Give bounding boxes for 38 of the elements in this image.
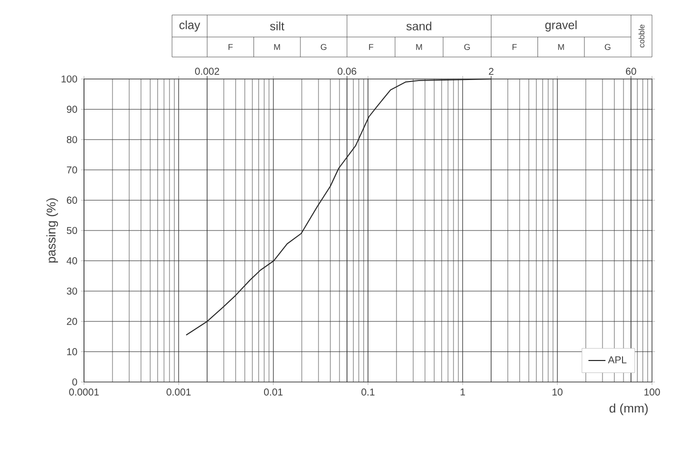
x-tick-label: 0.001 — [166, 388, 191, 396]
ref-line-label: 0.06 — [338, 68, 356, 75]
x-tick-label: 1 — [460, 388, 465, 396]
legend-label: APL — [608, 356, 626, 364]
text: F — [512, 44, 517, 50]
y-tick-label: 50 — [66, 226, 78, 234]
y-tick-label: 40 — [66, 257, 78, 264]
text: gravel — [545, 20, 577, 32]
y-tick-label: 100 — [62, 75, 78, 83]
x-tick-label: 100 — [644, 388, 660, 396]
text: G — [604, 44, 610, 50]
y-tick-label: 10 — [67, 348, 78, 356]
x-tick-label: 0.1 — [361, 388, 374, 396]
y-axis-title: passing (%) — [46, 198, 58, 263]
ref-line-label: 2 — [488, 68, 494, 75]
y-tick-label: 60 — [66, 196, 78, 204]
text: G — [464, 44, 470, 50]
x-tick-label: 0.0001 — [69, 388, 99, 396]
text: F — [369, 44, 374, 50]
text: F — [228, 44, 233, 50]
text: G — [320, 44, 326, 50]
text: clay — [179, 20, 200, 32]
y-tick-label: 70 — [66, 166, 78, 174]
x-tick-label: 10 — [552, 388, 562, 396]
ref-line-label: 60 — [626, 68, 636, 75]
x-axis-title: d (mm) — [610, 404, 648, 416]
text: sand — [406, 22, 432, 30]
x-tick-label: 0.01 — [264, 388, 283, 396]
text: silt — [270, 22, 284, 30]
text: M — [558, 44, 564, 50]
y-tick-label: 90 — [66, 106, 78, 113]
y-tick-label: 30 — [66, 288, 78, 295]
y-tick-label: 20 — [66, 318, 78, 325]
text: M — [274, 44, 280, 50]
y-tick-label: 80 — [66, 136, 78, 144]
ref-line-label: 0.002 — [195, 68, 220, 75]
text: M — [416, 44, 422, 50]
y-tick-label: 0 — [72, 378, 78, 386]
